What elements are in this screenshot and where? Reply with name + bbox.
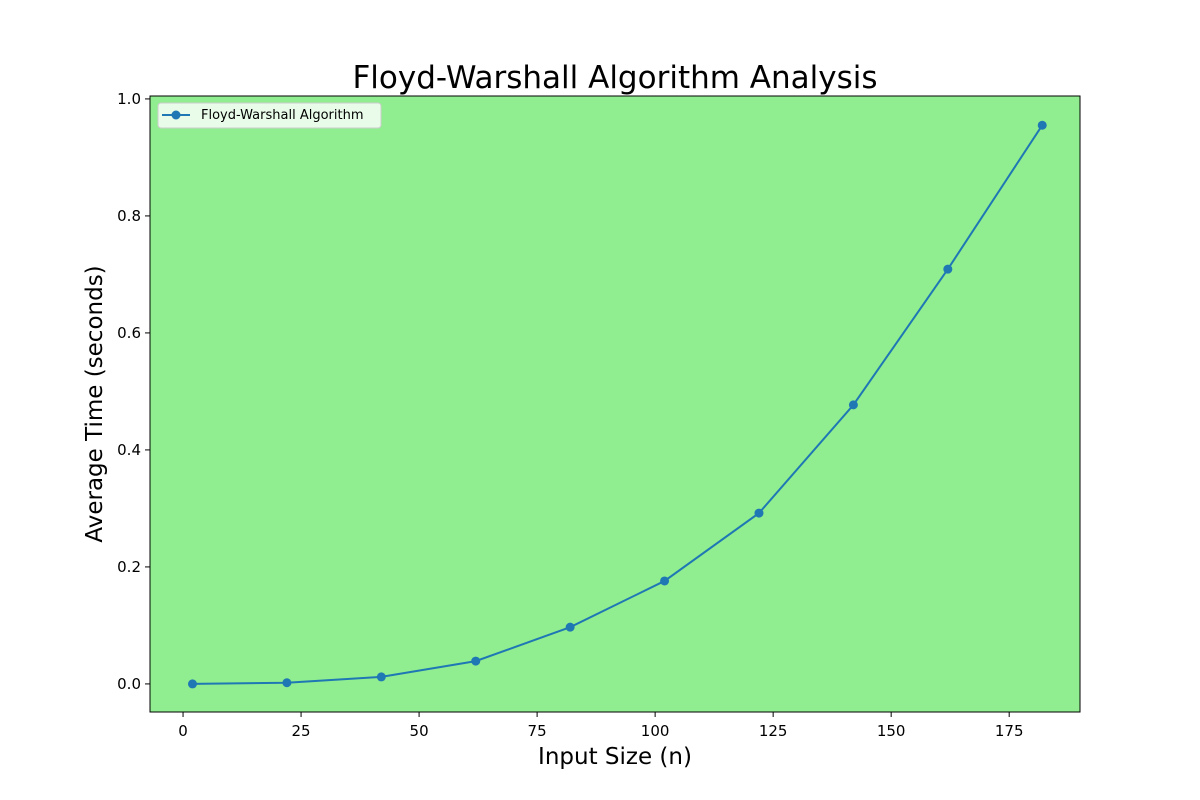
x-axis-ticks: 0 25 50 75 100 125 150 175 [178, 712, 1024, 740]
x-tick-label: 125 [759, 722, 788, 740]
x-tick-label: 25 [292, 722, 311, 740]
x-tick-label: 0 [178, 722, 188, 740]
data-point [187, 679, 197, 689]
data-point [943, 264, 953, 274]
plot-area-background [150, 96, 1080, 712]
data-point [376, 672, 386, 682]
x-tick-label: 175 [995, 722, 1024, 740]
y-tick-label: 1.0 [117, 90, 141, 108]
legend: Floyd-Warshall Algorithm [157, 102, 382, 129]
y-tick-label: 0.0 [117, 675, 141, 693]
data-point [1037, 120, 1047, 130]
x-tick-label: 50 [410, 722, 429, 740]
y-axis-ticks: 0.0 0.2 0.4 0.6 0.8 1.0 [117, 90, 150, 693]
data-point [471, 656, 481, 666]
y-tick-label: 0.4 [117, 441, 141, 459]
series-points-floyd-warshall [187, 120, 1047, 689]
x-tick-label: 150 [877, 722, 906, 740]
data-point [565, 622, 575, 632]
y-tick-label: 0.2 [117, 558, 141, 576]
chart-title: Floyd-Warshall Algorithm Analysis [352, 60, 877, 96]
series-line-floyd-warshall [192, 124, 1044, 685]
x-axis-label: Input Size (n) [538, 744, 692, 770]
data-point [282, 678, 292, 688]
y-axis-label: Average Time (seconds) [82, 265, 108, 542]
data-point [660, 576, 670, 586]
legend-entry-floyd-warshall: Floyd-Warshall Algorithm [201, 108, 364, 123]
x-tick-label: 75 [528, 722, 547, 740]
data-point [754, 508, 764, 518]
legend-point-marker [171, 110, 181, 120]
y-tick-label: 0.8 [117, 207, 141, 225]
y-tick-label: 0.6 [117, 324, 141, 342]
plot-area-frame [149, 95, 1081, 713]
data-point [848, 400, 858, 410]
x-tick-label: 100 [641, 722, 670, 740]
legend-box [157, 102, 382, 129]
